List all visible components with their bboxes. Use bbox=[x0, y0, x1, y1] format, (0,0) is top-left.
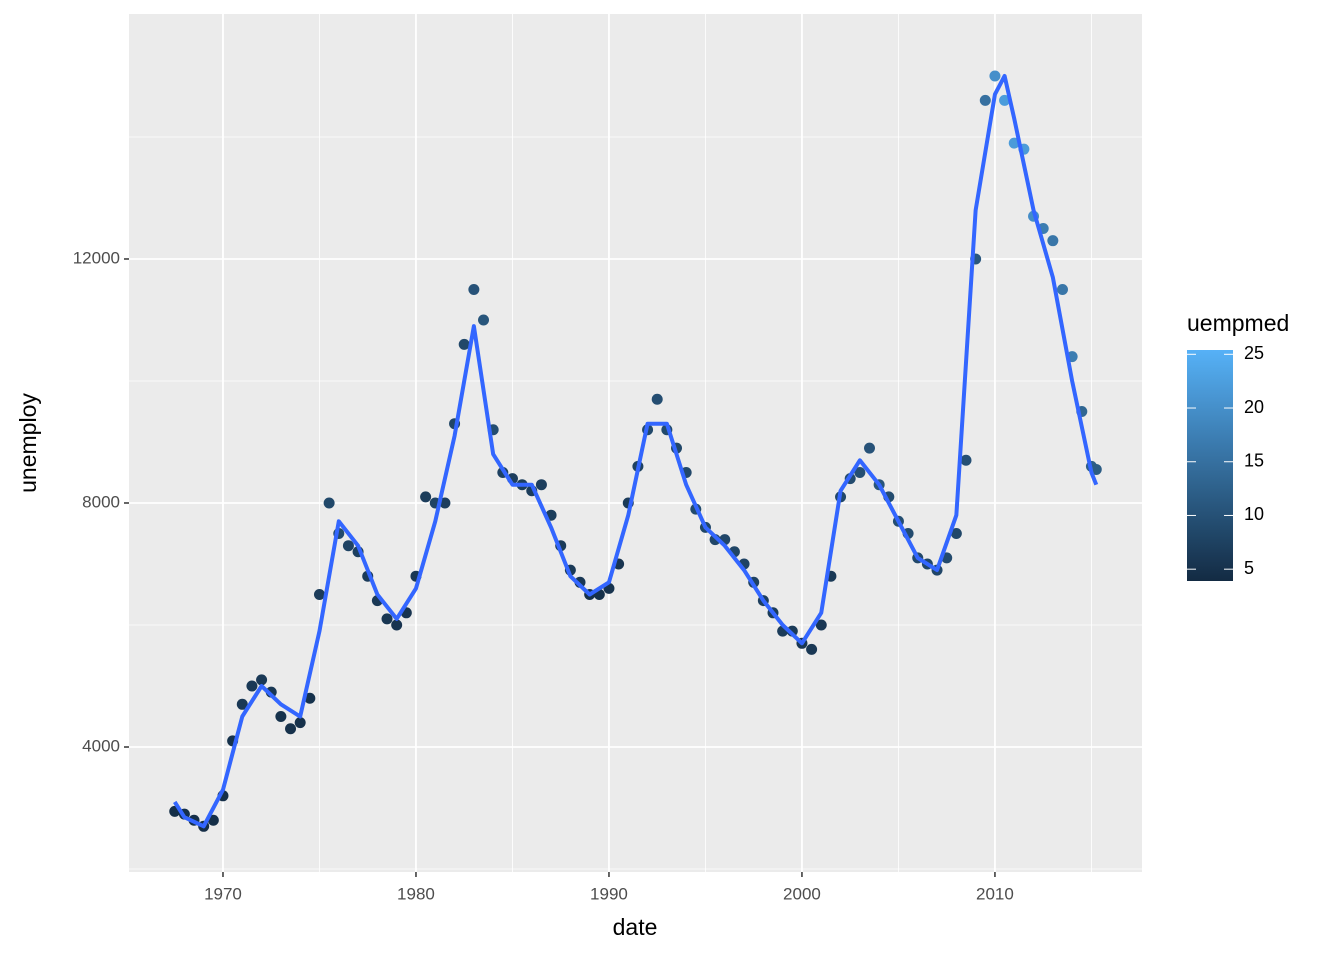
point bbox=[651, 393, 663, 405]
point bbox=[294, 717, 306, 729]
point bbox=[950, 527, 962, 539]
point bbox=[806, 643, 818, 655]
x-tick-label: 2000 bbox=[783, 884, 821, 903]
point bbox=[468, 283, 480, 295]
point bbox=[313, 588, 325, 600]
point bbox=[420, 491, 432, 503]
point bbox=[478, 314, 490, 326]
y-tick-label: 8000 bbox=[82, 492, 120, 511]
point bbox=[304, 692, 316, 704]
colorbar-label: 10 bbox=[1244, 504, 1264, 524]
point bbox=[1056, 283, 1068, 295]
x-tick-label: 1990 bbox=[590, 884, 628, 903]
point bbox=[458, 338, 470, 350]
point bbox=[342, 540, 354, 552]
point bbox=[854, 466, 866, 478]
point bbox=[863, 442, 875, 454]
point bbox=[256, 674, 268, 686]
point bbox=[391, 619, 403, 631]
point bbox=[1047, 235, 1059, 247]
colorbar bbox=[1187, 350, 1233, 581]
point bbox=[285, 723, 297, 735]
grid bbox=[129, 14, 1142, 872]
x-tick-label: 1980 bbox=[397, 884, 435, 903]
x-tick-label: 1970 bbox=[204, 884, 242, 903]
point bbox=[535, 479, 547, 491]
panel-background bbox=[129, 14, 1142, 872]
point bbox=[989, 70, 1001, 82]
smooth-line bbox=[173, 73, 1099, 829]
y-axis-title: unemploy bbox=[15, 393, 41, 493]
point bbox=[960, 454, 972, 466]
x-axis-title: date bbox=[613, 914, 658, 940]
colorbar-label: 5 bbox=[1244, 558, 1254, 578]
point bbox=[381, 613, 393, 625]
colorbar-label: 15 bbox=[1244, 450, 1264, 470]
point bbox=[999, 94, 1011, 106]
colorbar-label: 20 bbox=[1244, 397, 1264, 417]
y-tick-label: 4000 bbox=[82, 736, 120, 755]
colorbar-label: 25 bbox=[1244, 343, 1264, 363]
point bbox=[1090, 463, 1102, 475]
x-tick-label: 2010 bbox=[976, 884, 1014, 903]
point bbox=[246, 680, 258, 692]
point bbox=[979, 94, 991, 106]
point bbox=[236, 698, 248, 710]
y-tick-label: 12000 bbox=[73, 248, 120, 267]
point bbox=[275, 711, 287, 723]
point bbox=[323, 497, 335, 509]
legend-title: uempmed bbox=[1187, 310, 1289, 336]
point bbox=[815, 619, 827, 631]
point bbox=[439, 497, 451, 509]
